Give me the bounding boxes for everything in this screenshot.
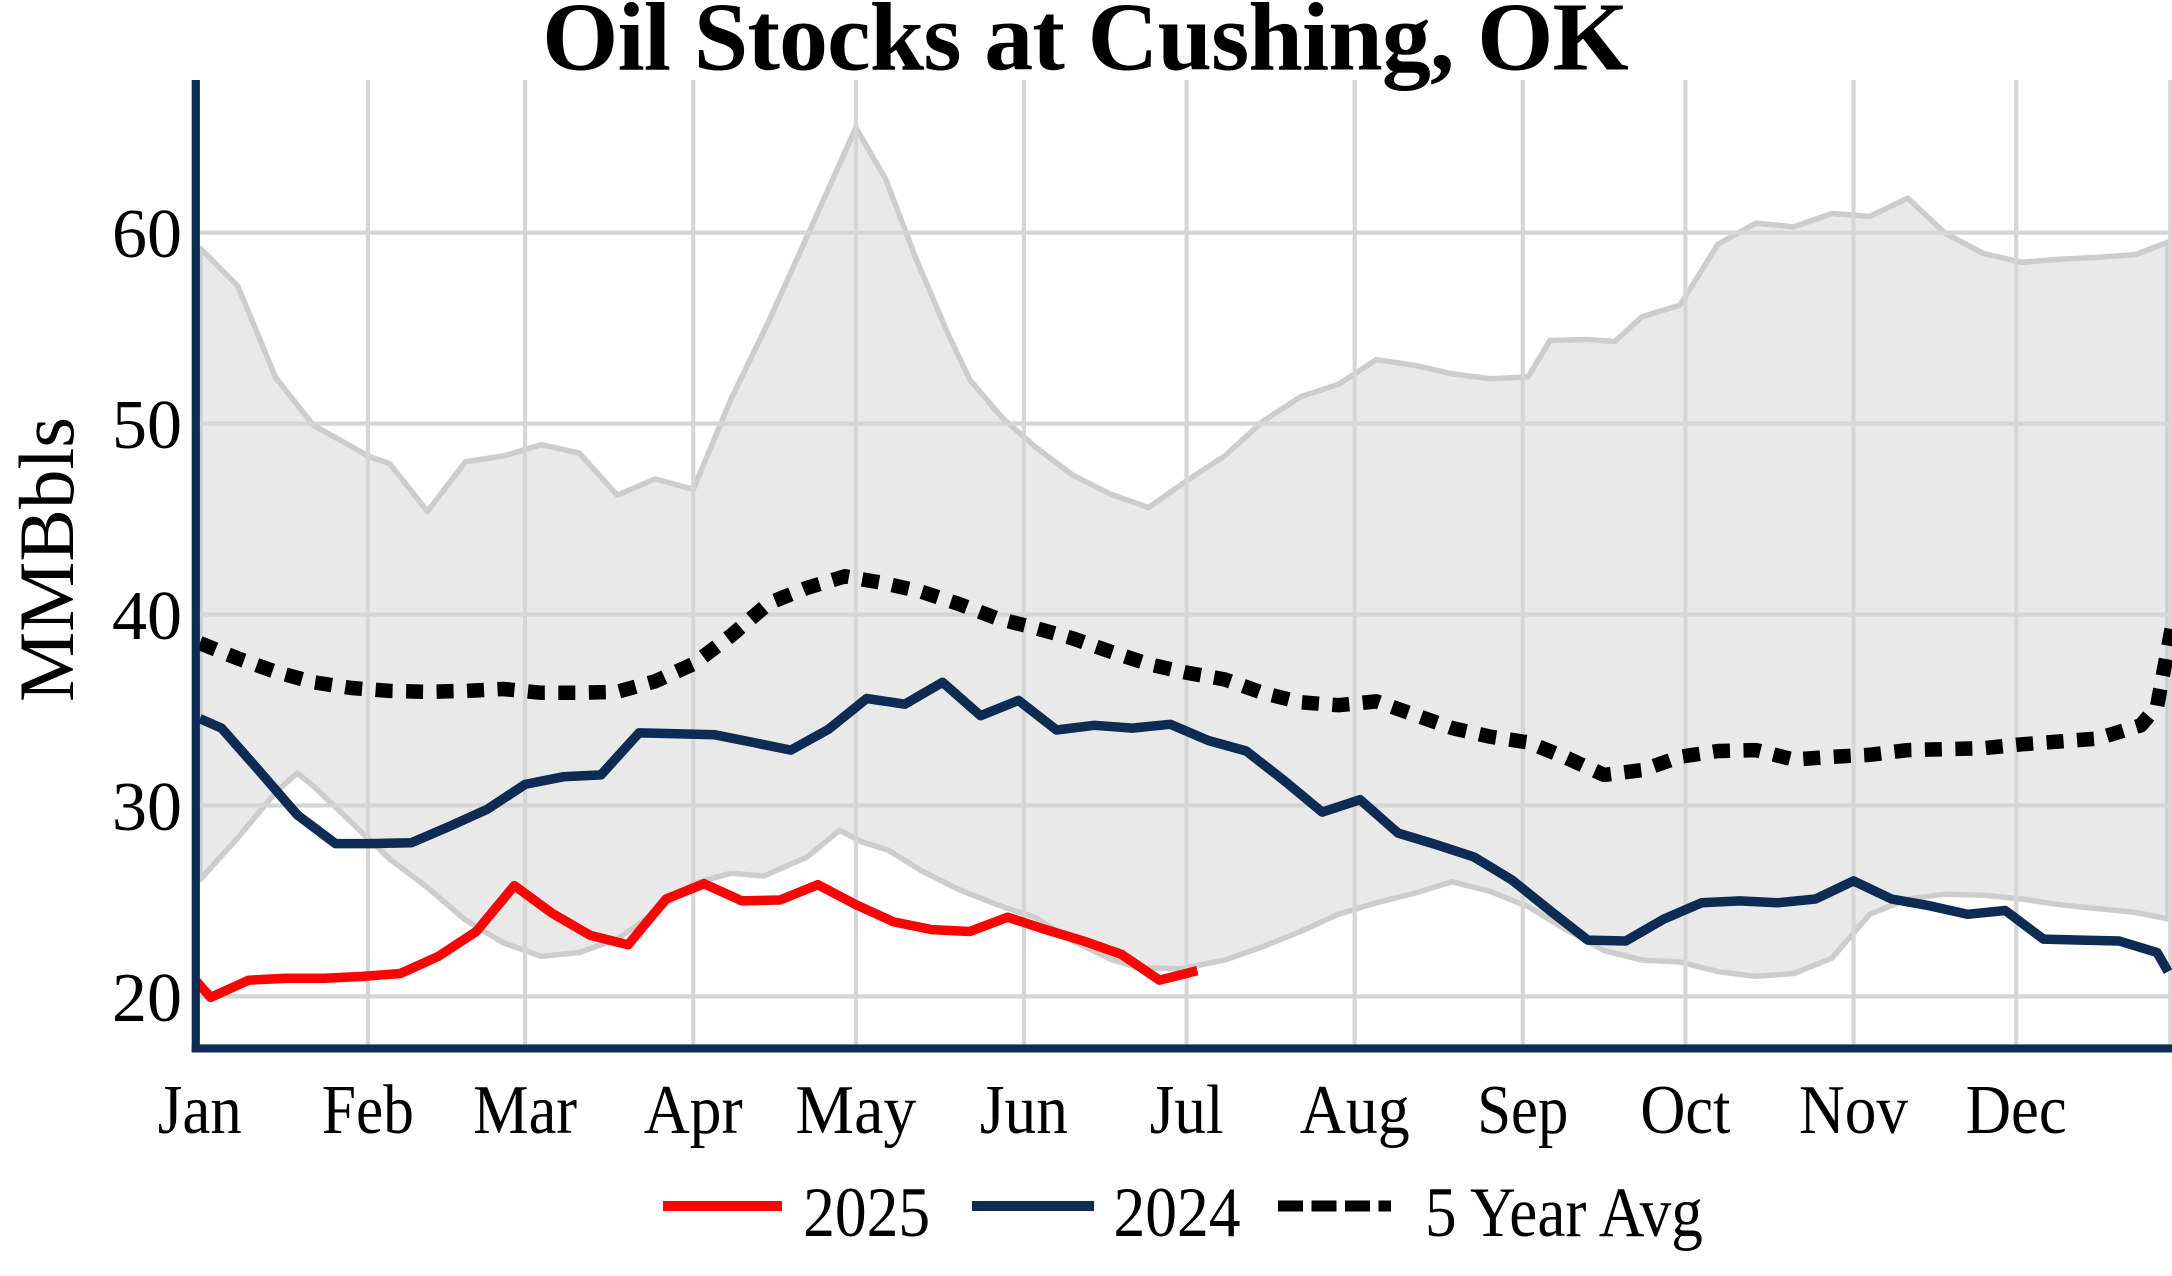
svg-text:50: 50 — [112, 387, 182, 464]
svg-text:40: 40 — [112, 578, 182, 655]
svg-text:Aug: Aug — [1300, 1072, 1410, 1149]
svg-text:MMBbls: MMBbls — [3, 417, 90, 702]
svg-text:Jul: Jul — [1150, 1072, 1224, 1149]
svg-text:2024: 2024 — [1114, 1174, 1241, 1252]
svg-text:Sep: Sep — [1477, 1072, 1568, 1149]
svg-text:Oil Stocks at Cushing, OK: Oil Stocks at Cushing, OK — [542, 0, 1628, 92]
svg-text:Jun: Jun — [980, 1072, 1068, 1149]
svg-text:Apr: Apr — [644, 1072, 743, 1149]
svg-text:Jan: Jan — [158, 1072, 242, 1149]
svg-text:60: 60 — [112, 196, 182, 273]
svg-text:2025: 2025 — [803, 1174, 930, 1252]
svg-text:Dec: Dec — [1966, 1072, 2067, 1149]
svg-text:Feb: Feb — [322, 1072, 414, 1149]
svg-text:Nov: Nov — [1799, 1072, 1908, 1149]
svg-text:Mar: Mar — [473, 1072, 577, 1149]
svg-text:May: May — [795, 1072, 916, 1149]
svg-text:30: 30 — [112, 769, 182, 846]
svg-text:5 Year Avg: 5 Year Avg — [1425, 1173, 1703, 1252]
svg-text:Oct: Oct — [1640, 1072, 1730, 1149]
svg-text:20: 20 — [112, 960, 182, 1037]
